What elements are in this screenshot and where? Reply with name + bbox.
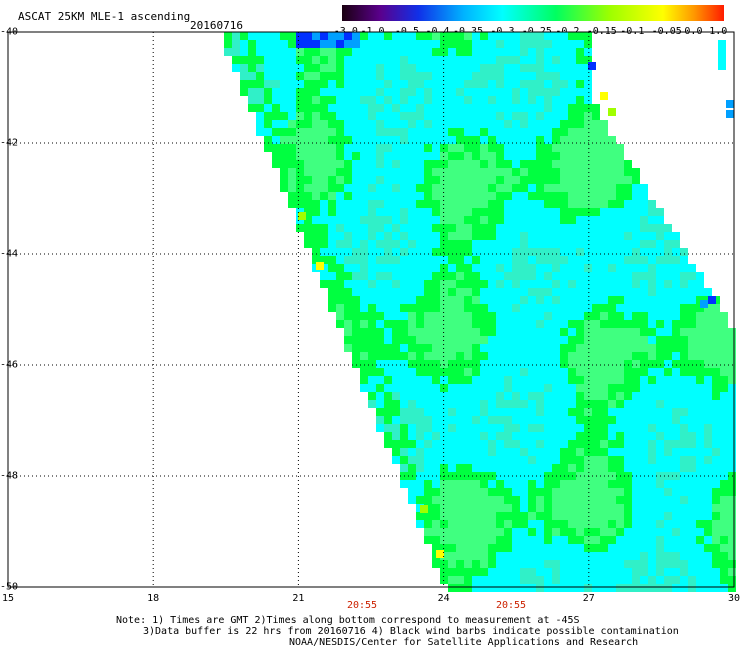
latitude-label: -46 xyxy=(0,359,19,371)
longitude-label: 18 xyxy=(147,593,160,604)
longitude-label: 21 xyxy=(292,593,305,604)
note-line-1: Note: 1) Times are GMT 2)Times along bot… xyxy=(116,615,580,626)
product-title: ASCAT 25KM MLE-1 ascending xyxy=(18,10,191,23)
product-date: 20160716 xyxy=(190,19,243,32)
color-scale-bar xyxy=(342,5,724,21)
latitude-label: -50 xyxy=(0,581,19,593)
latitude-label: -40 xyxy=(0,26,19,38)
map-frame xyxy=(7,31,735,588)
longitude-label: 30 xyxy=(727,593,740,604)
longitude-label: 24 xyxy=(437,593,450,604)
latitude-label: -44 xyxy=(0,248,19,260)
swath-data-layer xyxy=(224,32,736,592)
note-line-2: 3)Data buffer is 22 hrs from 20160716 4)… xyxy=(143,626,679,637)
pass-time-label: 20:55 xyxy=(495,600,527,611)
latitude-label: -42 xyxy=(0,137,19,149)
longitude-label: 15 xyxy=(1,593,15,604)
note-line-3: NOAA/NESDIS/Center for Satellite Applica… xyxy=(289,637,639,648)
longitude-label: 27 xyxy=(582,593,595,604)
latitude-label: -48 xyxy=(0,470,19,482)
pass-time-label: 20:55 xyxy=(346,600,378,611)
